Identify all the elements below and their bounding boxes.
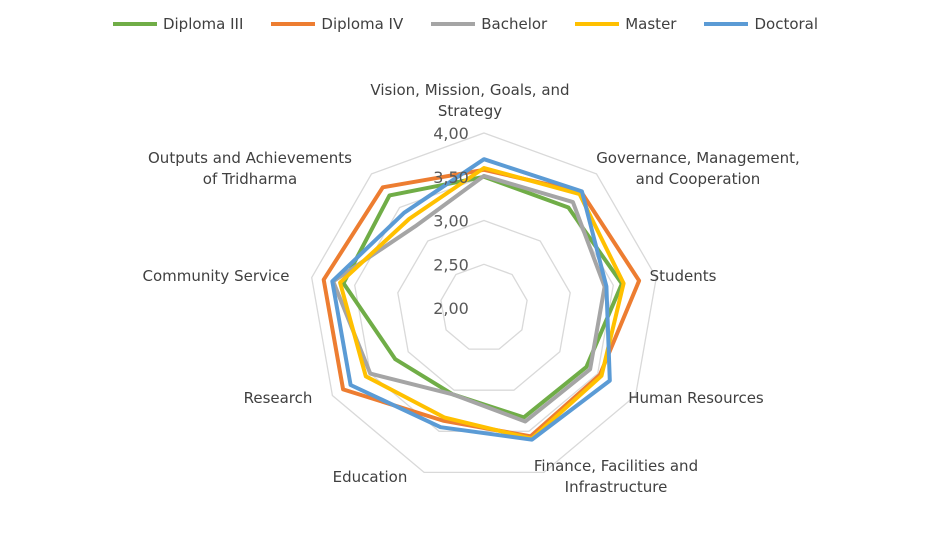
legend-item: Bachelor — [431, 15, 547, 33]
axis-label: Vision, Mission, Goals, and Strategy — [370, 81, 569, 120]
axis-label-line: Vision, Mission, Goals, and — [370, 81, 569, 99]
legend-label: Bachelor — [481, 15, 548, 33]
grid-ring — [397, 219, 571, 391]
axis-label-line: Finance, Facilities and — [534, 457, 698, 475]
axis-label: Governance, Management, and Cooperation — [596, 149, 800, 188]
axis-label-line: Human Resources — [628, 389, 764, 407]
chart-legend: Diploma III Diploma IV Bachelor Master Docto… — [0, 15, 931, 33]
series-line-master — [338, 166, 626, 441]
axis-label-line: Strategy — [438, 102, 502, 120]
series-line-doctoral — [330, 157, 612, 442]
tick-label: 2,00 — [433, 299, 469, 318]
axis-label: Finance, Facilities and Infrastructure — [534, 457, 698, 496]
axis-label-line: Outputs and Achievements — [148, 149, 352, 167]
axis-label-line: Infrastructure — [565, 478, 668, 496]
legend-item: Diploma IV — [271, 15, 403, 33]
axis-label-line: of Tridharma — [203, 170, 297, 188]
grid-ring — [311, 132, 657, 474]
legend-label: Doctoral — [754, 15, 819, 33]
tick-label: 2,50 — [433, 255, 469, 274]
tick-label: 3,50 — [433, 168, 469, 187]
legend-swatch — [704, 22, 749, 26]
legend-swatch — [575, 22, 620, 26]
axis-label: Research — [244, 389, 313, 407]
axis-label-line: Education — [333, 468, 408, 486]
series-line-bachelor — [331, 173, 607, 424]
legend-item: Doctoral — [704, 15, 818, 33]
legend-item: Master — [575, 15, 676, 33]
axis-label: Human Resources — [628, 389, 764, 407]
series-line-diploma-iii — [341, 174, 624, 420]
axis-label: Outputs and Achievements of Tridharma — [148, 149, 352, 188]
axis-label-line: Students — [650, 267, 717, 285]
axis-label-line: Research — [244, 389, 313, 407]
tick-label: 3,00 — [433, 212, 469, 231]
legend-item: Diploma III — [112, 15, 244, 33]
legend-swatch — [112, 22, 157, 26]
axis-label: Community Service — [142, 267, 289, 285]
axis-label: Students — [650, 267, 717, 285]
tick-label: 4,00 — [433, 124, 469, 143]
legend-label: Diploma IV — [321, 15, 404, 33]
axis-label-line: Governance, Management, — [596, 149, 800, 167]
legend-swatch — [271, 22, 316, 26]
legend-label: Diploma III — [162, 15, 244, 33]
legend-swatch — [431, 22, 476, 26]
axis-label: Education — [333, 468, 408, 486]
axis-label-line: Community Service — [142, 267, 289, 285]
legend-label: Master — [625, 15, 677, 33]
grid-ring — [440, 263, 528, 350]
axis-label-line: and Cooperation — [636, 170, 761, 188]
